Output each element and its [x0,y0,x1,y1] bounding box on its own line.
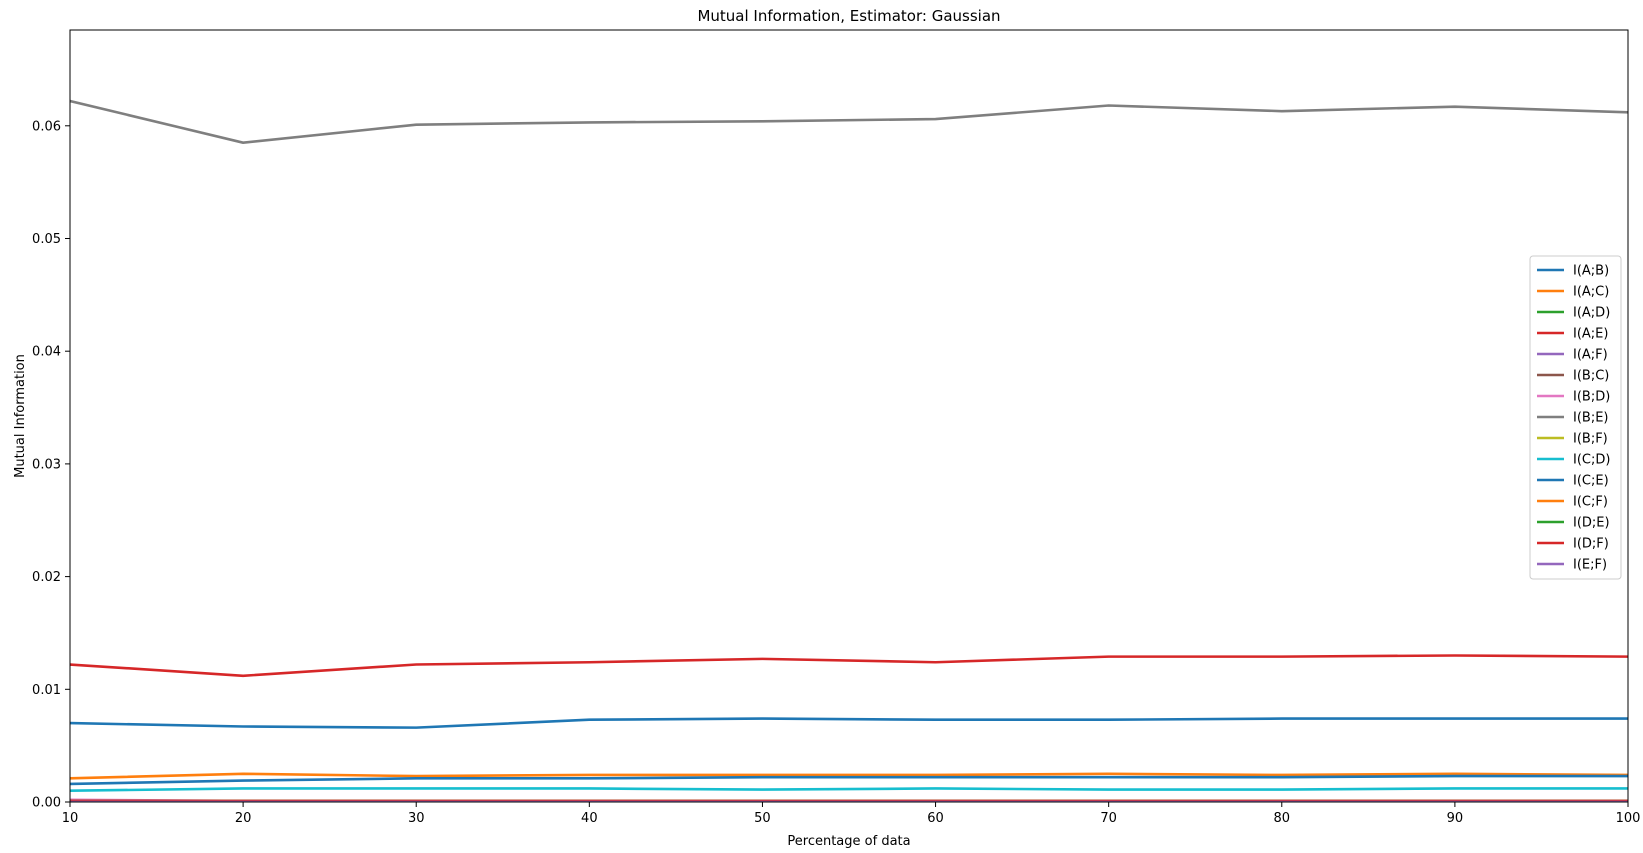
x-tick-label-6: 70 [1100,811,1117,826]
y-tick-label-0: 0.00 [32,796,61,811]
y-tick-label-4: 0.04 [32,345,61,360]
legend-label-6: I(B;D) [1573,390,1610,405]
x-tick-label-4: 50 [754,811,771,826]
legend-label-1: I(A;C) [1573,285,1609,300]
legend-label-13: I(D;F) [1573,537,1609,552]
legend-label-3: I(A;E) [1573,327,1608,342]
x-tick-label-9: 100 [1616,811,1641,826]
y-tick-label-3: 0.03 [32,457,61,472]
series-line-9 [70,787,1628,793]
legend-label-4: I(A;F) [1573,348,1608,363]
x-tick-label-7: 80 [1274,811,1291,826]
x-axis-label: Percentage of data [787,834,910,849]
plot-frame [69,29,1629,803]
legend-label-2: I(A;D) [1573,306,1610,321]
series-line-1 [70,772,1628,780]
x-tick-label-5: 60 [927,811,944,826]
y-axis-label: Mutual Information [13,354,28,478]
y-tick-label-2: 0.02 [32,570,61,585]
legend-label-0: I(A;B) [1573,264,1609,279]
series-layer [70,99,1628,802]
x-tick-label-1: 20 [235,811,252,826]
x-tick-label-3: 40 [581,811,598,826]
series-line-0 [70,717,1628,729]
y-tick-label-1: 0.01 [32,683,61,698]
series-line-10 [70,774,1628,786]
legend-label-5: I(B;C) [1573,369,1609,384]
legend-label-10: I(C;E) [1573,474,1609,489]
y-tick-label-5: 0.05 [32,232,61,247]
legend-box [1529,255,1622,580]
series-line-7 [70,99,1628,144]
legend-label-11: I(C;F) [1573,495,1608,510]
legend-label-12: I(D;E) [1573,516,1610,531]
x-tick-label-2: 30 [408,811,425,826]
y-tick-label-6: 0.06 [32,119,61,134]
x-axis: 10 20 30 40 50 60 70 80 90 100 [62,802,1641,826]
legend-label-7: I(B;E) [1573,411,1609,426]
legend-label-14: I(E;F) [1573,558,1607,573]
legend-label-9: I(C;D) [1573,453,1610,468]
chart-title: Mutual Information, Estimator: Gaussian [697,7,1000,25]
legend-label-8: I(B;F) [1573,432,1608,447]
series-line-3 [70,654,1628,678]
legend: I(A;B) I(A;C) I(A;D) I(A;E) I(A;F) I(B;C) I(B;… [1529,255,1622,580]
x-tick-label-8: 90 [1447,811,1464,826]
y-axis: 0.00 0.01 0.02 0.03 0.04 0.05 0.06 [32,119,70,811]
x-tick-label-0: 10 [62,811,79,826]
